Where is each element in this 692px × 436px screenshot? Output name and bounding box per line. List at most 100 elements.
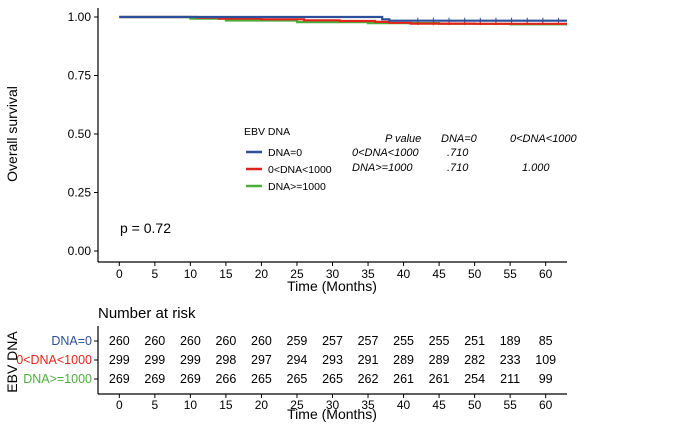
- pvalue-header-col2: 0<DNA<1000: [510, 133, 578, 145]
- risk-cell: 257: [322, 334, 343, 348]
- pvalue-table: P value DNA=0 0<DNA<1000 0<DNA<1000 .710…: [352, 133, 578, 174]
- risk-cell: 255: [393, 334, 414, 348]
- risk-cell: 109: [535, 353, 556, 367]
- y-tick-label: 0.25: [68, 186, 92, 200]
- pvalue-header-col1: DNA=0: [441, 133, 478, 145]
- risk-table-xlabel: Time (Months): [287, 406, 377, 422]
- risk-cell: 233: [500, 353, 521, 367]
- risk-table-ylabel: EBV DNA: [4, 331, 20, 393]
- risk-cell: 261: [393, 372, 414, 386]
- risk-x-tick-label: 50: [468, 398, 482, 412]
- risk-x-tick-label: 15: [219, 398, 233, 412]
- x-tick-label: 25: [290, 267, 304, 281]
- risk-x-tick-label: 30: [326, 398, 340, 412]
- risk-cell: 211: [500, 372, 520, 386]
- risk-x-tick-label: 60: [539, 398, 553, 412]
- x-tick-label: 10: [184, 267, 198, 281]
- y-tick-label: 1.00: [68, 10, 92, 24]
- risk-table-body: DNA=0 260 260 260 260 260 259 257 257 255 255 251 18…: [16, 334, 556, 386]
- risk-cell: 269: [109, 372, 130, 386]
- risk-cell: 260: [144, 334, 165, 348]
- risk-x-tick-label: 5: [152, 398, 159, 412]
- risk-table-axes: 0 5 10 15 20 25 30 35 40 45 50 55 60: [97, 326, 567, 412]
- pvalue-header-label: P value: [385, 133, 421, 145]
- risk-x-tick-label: 45: [432, 398, 446, 412]
- risk-cell: 99: [539, 372, 553, 386]
- risk-x-tick-label: 10: [184, 398, 198, 412]
- risk-cell: 298: [215, 353, 236, 367]
- risk-cell: 265: [322, 372, 343, 386]
- pvalue-label: p = 0.72: [120, 220, 171, 236]
- risk-cell: 297: [251, 353, 272, 367]
- pvalue-row2-label: DNA>=1000: [352, 162, 413, 174]
- pvalue-row1-col1: .710: [447, 147, 469, 159]
- risk-cell: 266: [215, 372, 236, 386]
- x-tick-label: 55: [503, 267, 517, 281]
- risk-cell: 294: [287, 353, 308, 367]
- risk-cell: 291: [358, 353, 379, 367]
- risk-x-tick-label: 55: [503, 398, 517, 412]
- x-tick-label: 60: [539, 267, 553, 281]
- risk-cell: 85: [539, 334, 553, 348]
- risk-cell: 265: [251, 372, 272, 386]
- risk-cell: 289: [429, 353, 450, 367]
- risk-cell: 260: [180, 334, 201, 348]
- risk-row-label: DNA=0: [51, 334, 92, 348]
- risk-cell: 259: [287, 334, 308, 348]
- risk-x-tick-label: 25: [290, 398, 304, 412]
- legend-label-dna0: DNA=0: [268, 147, 302, 159]
- pvalue-row2-col2: 1.000: [522, 162, 550, 174]
- risk-cell: 189: [500, 334, 521, 348]
- risk-x-tick-label: 35: [361, 398, 375, 412]
- risk-x-tick-label: 40: [397, 398, 411, 412]
- risk-cell: 289: [393, 353, 414, 367]
- risk-cell: 299: [109, 353, 130, 367]
- x-tick-label: 40: [397, 267, 411, 281]
- risk-cell: 257: [358, 334, 379, 348]
- risk-table-title: Number at risk: [98, 305, 196, 322]
- series-line-0: [119, 15, 567, 22]
- y-tick-label: 0.00: [68, 244, 92, 258]
- x-tick-label: 30: [326, 267, 340, 281]
- risk-cell: 265: [287, 372, 308, 386]
- pvalue-row2-col1: .710: [447, 162, 469, 174]
- risk-cell: 262: [358, 372, 379, 386]
- risk-cell: 282: [464, 353, 485, 367]
- y-axis-title: Overall survival: [4, 86, 20, 182]
- risk-cell: 269: [144, 372, 165, 386]
- legend-title: EBV DNA: [244, 126, 290, 138]
- risk-cell: 261: [429, 372, 450, 386]
- risk-row-label: 0<DNA<1000: [16, 353, 92, 367]
- risk-x-tick-label: 0: [116, 398, 123, 412]
- y-tick-label: 0.50: [68, 127, 92, 141]
- risk-cell: 251: [464, 334, 485, 348]
- survival-curves: [119, 15, 567, 26]
- risk-x-tick-label: 20: [255, 398, 269, 412]
- legend-label-dna-mid: 0<DNA<1000: [268, 164, 332, 176]
- risk-cell: 299: [180, 353, 201, 367]
- x-tick-label: 20: [255, 267, 269, 281]
- risk-cell: 299: [144, 353, 165, 367]
- x-tick-label: 15: [219, 267, 233, 281]
- plot-axes: 0.000.250.500.751.000 5 10 15 20 25 30 35 40 45 50…: [68, 8, 567, 281]
- risk-row-label: DNA>=1000: [23, 372, 92, 386]
- x-tick-label: 0: [116, 267, 123, 281]
- x-tick-label: 45: [432, 267, 446, 281]
- risk-cell: 260: [215, 334, 236, 348]
- x-tick-label: 35: [361, 267, 375, 281]
- pvalue-row1-label: 0<DNA<1000: [352, 147, 420, 159]
- risk-cell: 254: [464, 372, 485, 386]
- risk-cell: 293: [322, 353, 343, 367]
- legend: EBV DNA DNA=0 0<DNA<1000 DNA>=1000: [244, 126, 332, 193]
- x-axis-title: Time (Months): [287, 278, 377, 294]
- legend-label-dna-high: DNA>=1000: [268, 181, 326, 193]
- risk-cell: 260: [251, 334, 272, 348]
- y-tick-label: 0.75: [68, 69, 92, 83]
- risk-cell: 269: [180, 372, 201, 386]
- x-tick-label: 5: [152, 267, 159, 281]
- risk-cell: 255: [429, 334, 450, 348]
- risk-cell: 260: [109, 334, 130, 348]
- x-tick-label: 50: [468, 267, 482, 281]
